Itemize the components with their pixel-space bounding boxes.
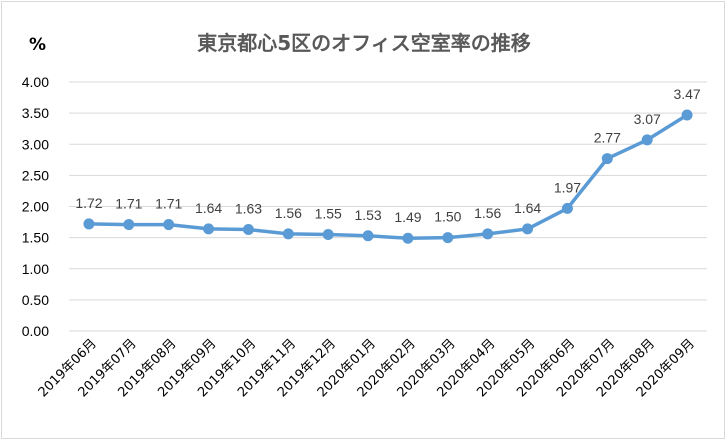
y-tick-label: 0.00 xyxy=(22,323,49,339)
y-tick-label: 3.00 xyxy=(22,136,49,152)
data-point xyxy=(442,232,454,244)
data-point xyxy=(83,218,95,230)
data-label: 1.97 xyxy=(554,179,581,195)
data-label: 1.50 xyxy=(434,209,461,225)
data-label: 3.47 xyxy=(673,86,700,102)
data-label: 3.07 xyxy=(634,111,661,127)
data-label: 1.63 xyxy=(235,201,262,217)
y-tick-label: 2.50 xyxy=(22,167,49,183)
y-axis-ticks: 0.00 0.50 1.00 1.50 2.00 2.50 3.00 3.50 4.00 xyxy=(22,74,49,339)
y-tick-label: 2.00 xyxy=(22,199,49,215)
data-point xyxy=(522,223,534,235)
data-label: 1.56 xyxy=(474,205,501,221)
data-labels: 1.72 1.71 1.71 1.64 1.63 1.56 1.55 1.53 1.49 1.50… xyxy=(75,86,701,225)
gridlines xyxy=(69,81,707,332)
data-point xyxy=(163,219,175,231)
data-label: 1.71 xyxy=(115,196,142,212)
data-point xyxy=(681,109,693,121)
data-label: 1.72 xyxy=(75,195,102,211)
data-point xyxy=(282,228,294,240)
data-label: 1.49 xyxy=(394,209,421,225)
data-point xyxy=(203,223,215,235)
series-layer xyxy=(83,109,693,244)
data-point xyxy=(641,134,653,146)
series-line xyxy=(87,113,689,240)
y-tick-label: 4.00 xyxy=(22,74,49,90)
data-point xyxy=(601,153,613,165)
data-label: 2.77 xyxy=(594,130,621,146)
y-tick-label: 0.50 xyxy=(22,292,49,308)
y-tick-label: 1.00 xyxy=(22,261,49,277)
y-tick-label: 1.50 xyxy=(22,230,49,246)
data-point xyxy=(402,232,414,244)
data-label: 1.55 xyxy=(315,206,342,222)
data-label: 1.64 xyxy=(514,200,541,216)
data-point xyxy=(482,228,494,240)
y-tick-label: 3.50 xyxy=(22,105,49,121)
chart-title: 東京都心5区のオフィス空室率の推移 xyxy=(197,31,531,55)
data-point xyxy=(242,224,254,236)
data-point xyxy=(561,202,573,214)
data-label: 1.64 xyxy=(195,200,222,216)
data-label: 1.71 xyxy=(155,196,182,212)
data-point xyxy=(322,229,334,241)
data-label: 1.56 xyxy=(275,205,302,221)
data-point xyxy=(123,219,135,231)
x-axis-ticks: 2019年06月2019年07月2019年08月2019年09月2019年10月… xyxy=(36,336,698,400)
data-point xyxy=(362,230,374,242)
unit-label: % xyxy=(29,35,46,55)
data-label: 1.53 xyxy=(354,207,381,223)
